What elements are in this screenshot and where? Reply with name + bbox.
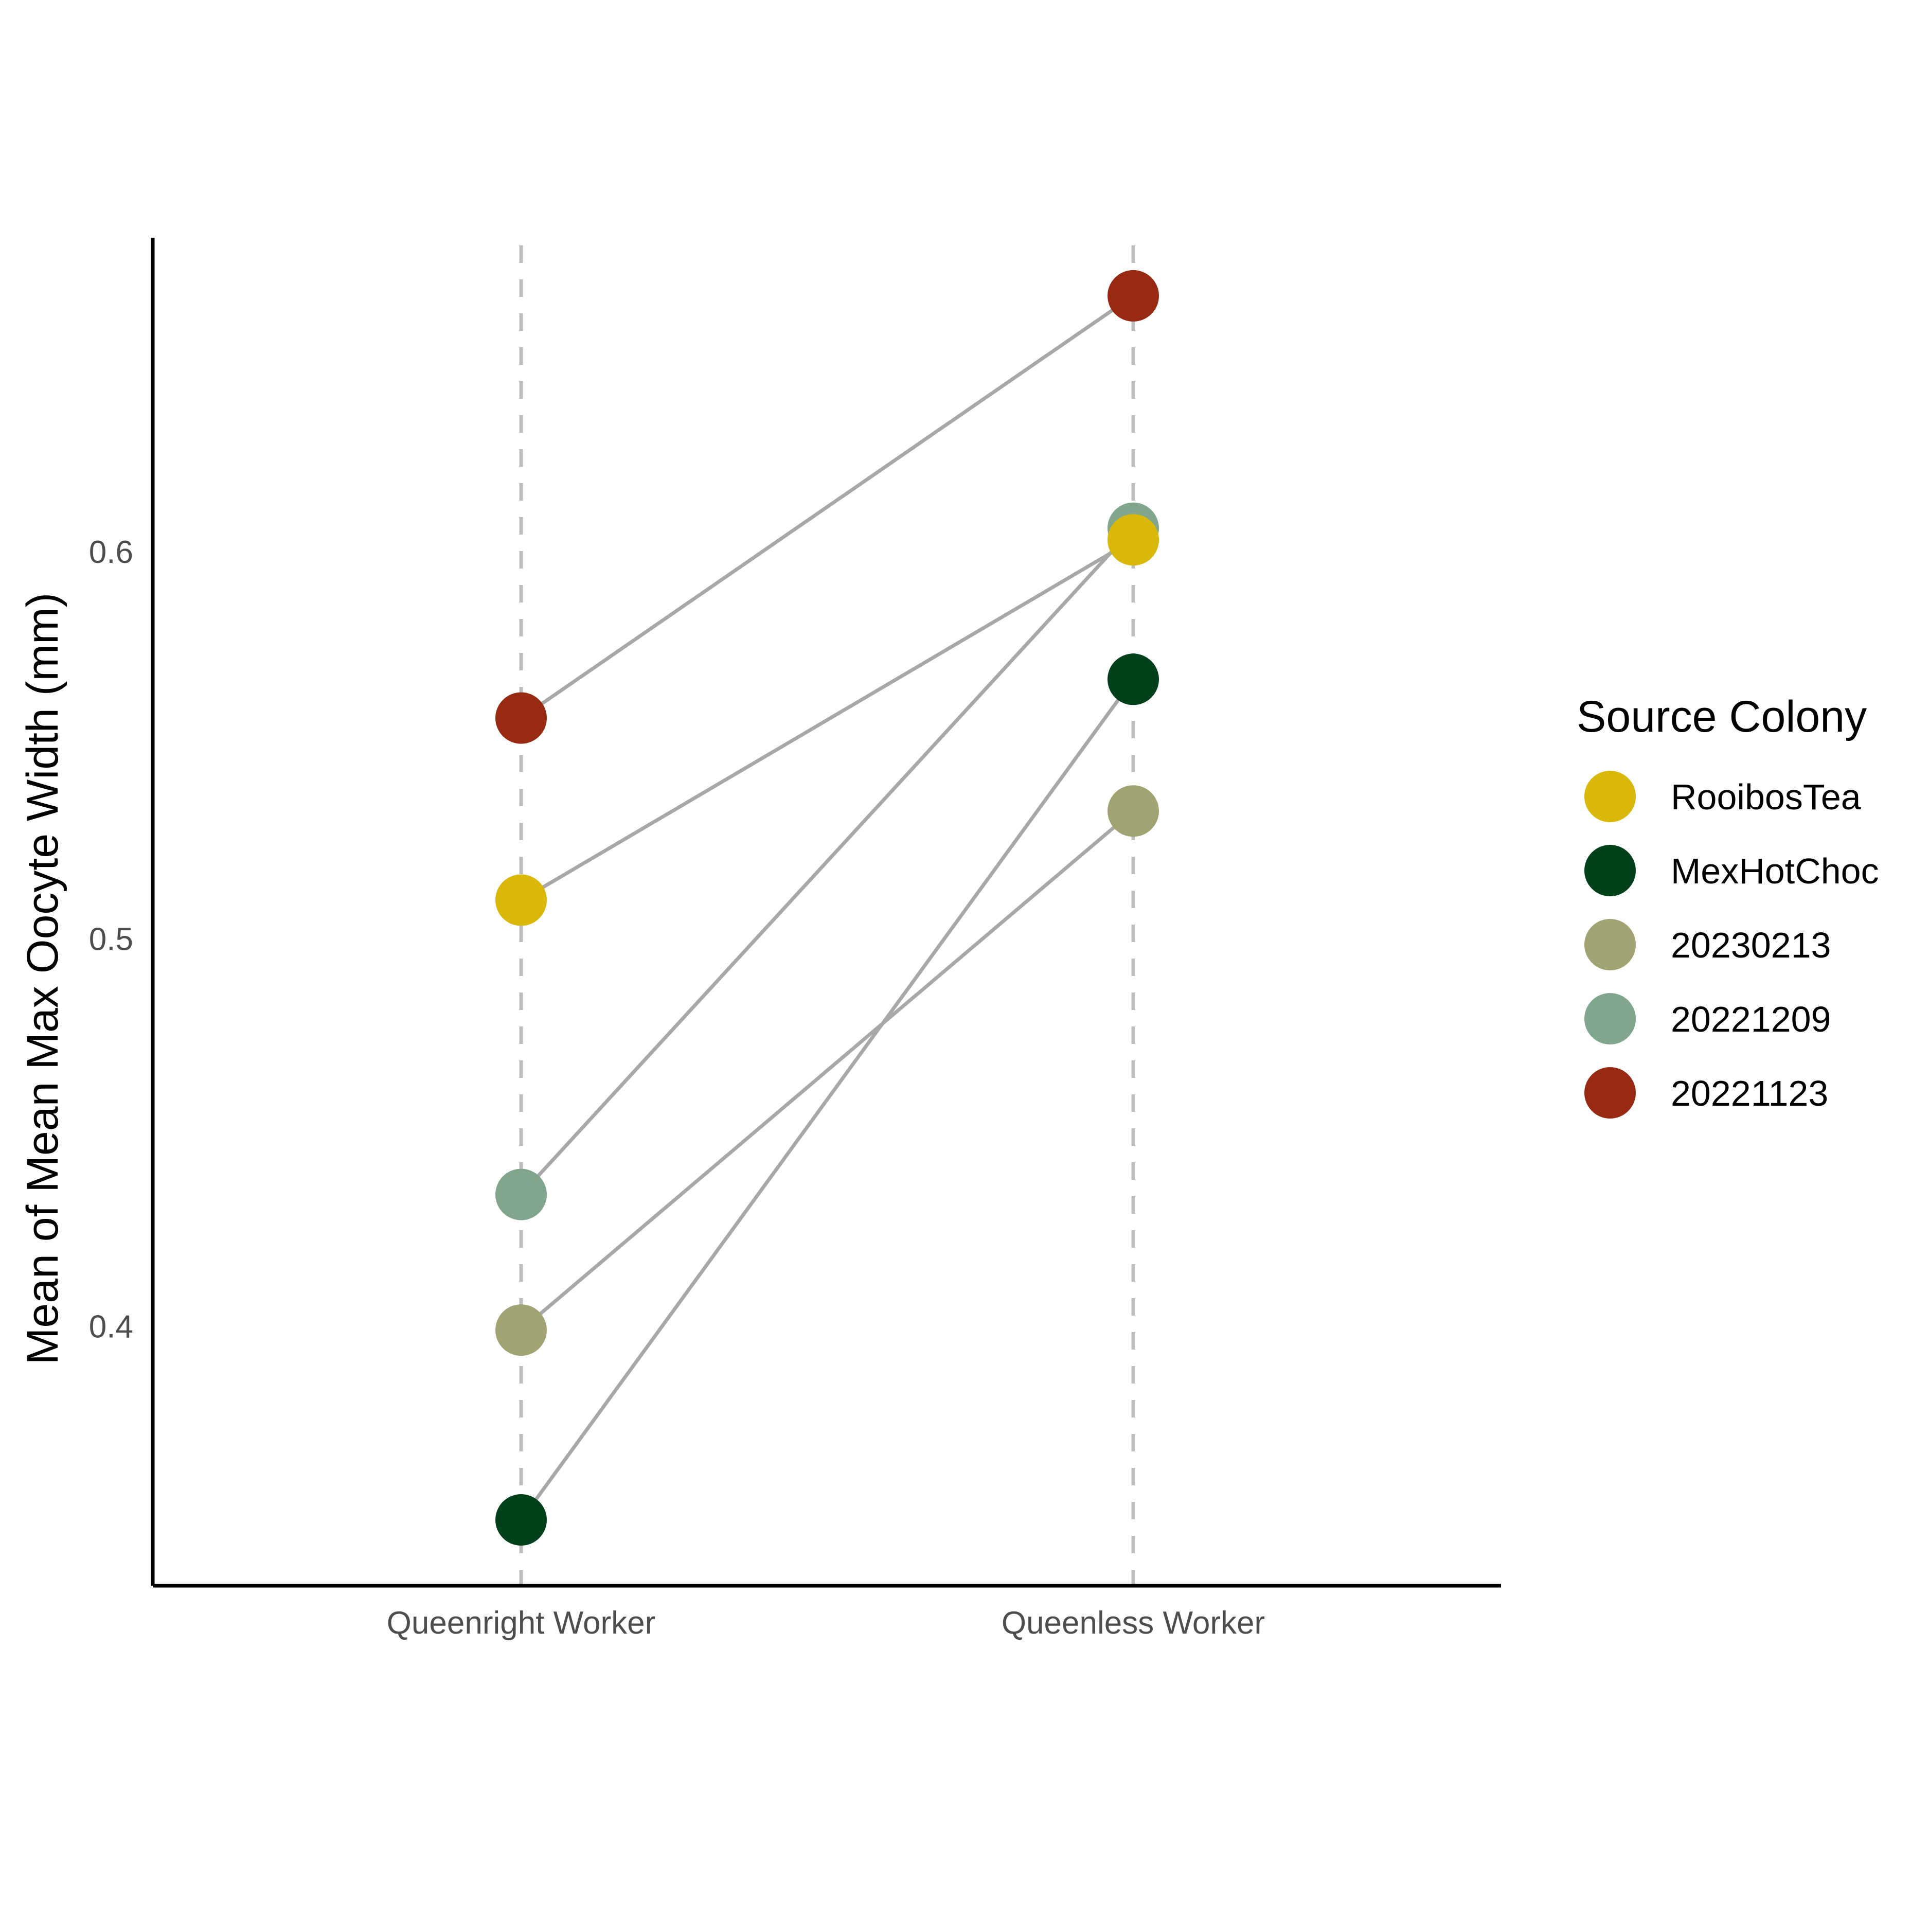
point-rooibostea-queenless [1108,514,1159,566]
grid-layer [519,245,1135,1586]
connector-lines [519,294,1135,1522]
legend-key-20230213 [1584,919,1636,970]
legend-key-20221123 [1584,1067,1636,1119]
connector-line-mexhotchoc [519,677,1135,1522]
y-tick-label-0.6: 0.6 [89,535,133,570]
x-tick-label-2: Queenless Worker [1002,1605,1265,1641]
x-tick-label-1: Queenright Worker [387,1605,656,1641]
legend-label-mexhotchoc: MexHotChoc [1671,851,1879,891]
point-mexhotchoc-queenless [1108,653,1159,705]
connector-line-20221209 [519,526,1135,1197]
legend-label-20230213: 20230213 [1671,925,1831,965]
point-mexhotchoc-queenright [495,1494,547,1546]
y-tick-label-0.4: 0.4 [89,1309,133,1345]
y-axis-title: Mean of Mean Max Oocyte Width (mm) [18,593,67,1365]
legend-key-rooibostea [1584,771,1636,822]
legend-label-20221209: 20221209 [1671,999,1831,1039]
legend-title: Source Colony [1577,692,1867,741]
tick-labels: 0.4 0.5 0.6 Queenright Worker Queenless Work… [89,535,1265,1641]
connector-line-20221123 [519,294,1135,720]
connector-line-rooibostea [519,538,1135,902]
point-rooibostea-queenright [495,874,547,926]
point-20230213-queenright [495,1304,547,1356]
data-points [495,270,1159,1546]
connector-line-20230213 [519,809,1135,1332]
legend: Source Colony RooibosTea MexHotChoc 202302… [1577,692,1879,1119]
legend-label-rooibostea: RooibosTea [1671,777,1861,817]
legend-key-20221209 [1584,993,1636,1044]
point-20221123-queenless [1108,270,1159,322]
point-20221209-queenright [495,1168,547,1220]
legend-label-20221123: 20221123 [1671,1073,1828,1113]
point-20221123-queenright [495,692,547,744]
y-tick-label-0.5: 0.5 [89,922,133,958]
point-20230213-queenless [1108,785,1159,837]
axes [151,238,1501,1588]
legend-key-mexhotchoc [1584,845,1636,896]
